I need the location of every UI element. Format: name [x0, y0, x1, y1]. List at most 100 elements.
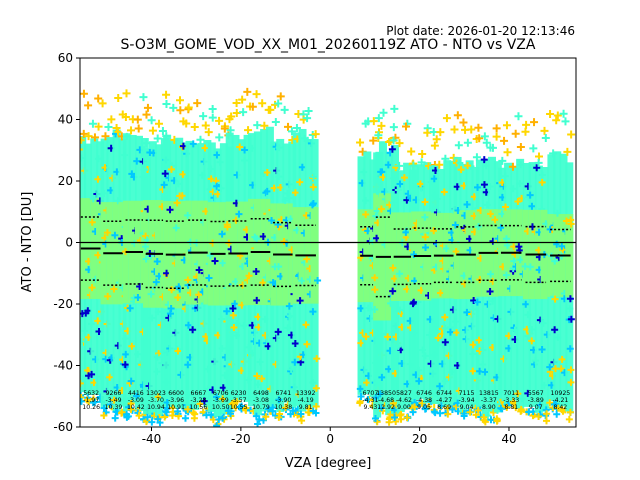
data-point: [397, 410, 405, 418]
data-point: [371, 305, 379, 313]
x-tick-label: -20: [231, 432, 251, 446]
outlier-point: [541, 133, 550, 142]
outlier-point: [148, 126, 157, 135]
data-point: [154, 308, 162, 316]
outlier-point: [176, 96, 185, 105]
outlier-point: [243, 87, 252, 96]
data-point: [291, 339, 299, 347]
data-point: [503, 403, 511, 411]
outlier-point: [436, 128, 445, 137]
data-point: [546, 399, 554, 407]
data-point: [469, 350, 477, 358]
data-point: [396, 180, 404, 188]
data-point: [566, 295, 574, 303]
bin-scatter-15: [429, 114, 459, 418]
data-point: [402, 228, 410, 236]
data-point: [110, 285, 118, 293]
data-point: [377, 205, 385, 213]
data-point: [160, 181, 168, 189]
outlier-point: [199, 112, 208, 121]
data-point: [373, 234, 381, 242]
data-point: [371, 286, 379, 294]
bin-mean-label: -3.94: [459, 397, 475, 404]
outlier-point: [374, 114, 383, 123]
data-point: [275, 396, 283, 404]
outlier-point: [553, 111, 562, 120]
data-point: [233, 397, 241, 405]
data-point: [409, 408, 417, 416]
outlier-point: [169, 103, 178, 112]
outlier-point: [208, 113, 217, 122]
outlier-point: [80, 89, 88, 98]
data-point: [557, 365, 565, 373]
bin-mean-label: -4.31: [362, 397, 378, 404]
outlier-point: [482, 138, 491, 147]
bin-scatter-17: [473, 123, 505, 426]
data-point: [219, 384, 227, 392]
outlier-point: [133, 115, 142, 124]
bin-mean-label: -3.57: [231, 397, 247, 404]
data-point: [80, 145, 83, 153]
data-point: [253, 372, 261, 380]
data-point: [143, 413, 151, 421]
bin-std-label: 10.38: [274, 404, 292, 411]
bin-std-label: 8.90: [482, 404, 496, 411]
data-point: [528, 326, 536, 334]
data-point: [296, 178, 304, 186]
data-point: [480, 156, 488, 164]
data-point: [497, 224, 505, 232]
bin-std-label: 10.50: [212, 404, 230, 411]
data-point: [127, 377, 135, 385]
outlier-point: [238, 95, 247, 104]
bin-std-label: 10.55: [230, 404, 248, 411]
data-point: [516, 180, 524, 188]
outlier-point: [377, 121, 386, 130]
data-point: [174, 347, 182, 355]
data-point: [553, 410, 561, 418]
bin-mean-label: -4.21: [552, 397, 568, 404]
data-point: [263, 169, 271, 177]
data-point: [400, 174, 408, 182]
data-point: [565, 415, 573, 423]
data-point: [304, 136, 312, 144]
data-point: [415, 377, 423, 385]
outlier-point: [139, 93, 148, 102]
outlier-point: [430, 141, 439, 150]
y-tick-label: 40: [58, 113, 73, 127]
data-point: [460, 412, 468, 420]
data-point: [254, 420, 262, 427]
data-point: [378, 404, 386, 412]
data-point: [411, 403, 419, 411]
outlier-point: [80, 129, 88, 138]
data-point: [487, 270, 495, 278]
data-point: [195, 266, 203, 274]
bin-mean-label: -3.08: [253, 397, 269, 404]
outlier-point: [503, 148, 512, 157]
data-point: [446, 328, 454, 336]
bin-count-label: 5632: [83, 390, 99, 397]
data-point: [133, 392, 141, 400]
data-point: [314, 277, 322, 285]
bin-mean-label: -3.90: [275, 397, 291, 404]
outlier-point: [563, 147, 572, 156]
data-point: [213, 151, 221, 159]
data-point: [168, 286, 176, 294]
data-point: [371, 415, 379, 423]
bin-count-label: 6498: [253, 390, 269, 397]
data-point: [475, 336, 483, 344]
data-point: [487, 416, 495, 424]
data-point: [538, 346, 546, 354]
data-point: [493, 415, 501, 423]
data-point: [291, 358, 299, 366]
data-point: [184, 276, 192, 284]
data-point: [166, 206, 174, 214]
outlier-point: [492, 124, 501, 133]
data-point: [276, 410, 284, 418]
data-point: [390, 329, 398, 337]
bin-std-label: 9.07: [529, 404, 543, 411]
data-point: [371, 274, 379, 282]
data-point: [539, 319, 547, 327]
data-point: [514, 390, 522, 398]
data-point: [80, 136, 85, 144]
data-point: [184, 211, 192, 219]
